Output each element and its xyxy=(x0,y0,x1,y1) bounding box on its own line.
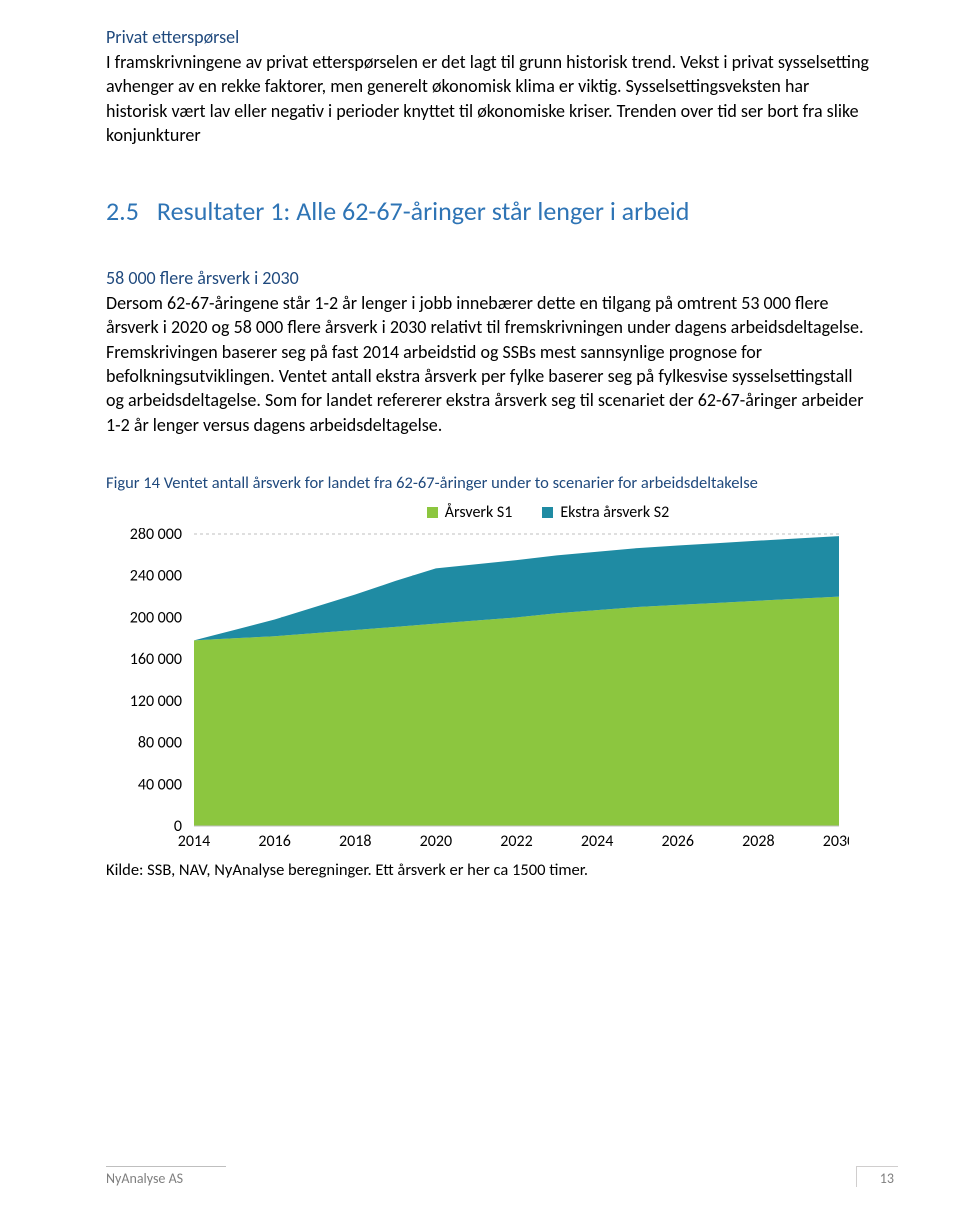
footer-page-number: 13 xyxy=(856,1166,898,1187)
svg-text:80 000: 80 000 xyxy=(138,734,182,753)
svg-text:200 000: 200 000 xyxy=(130,608,182,627)
svg-text:40 000: 40 000 xyxy=(138,775,182,794)
legend-item: Årsverk S1 xyxy=(427,503,513,522)
svg-text:2022: 2022 xyxy=(500,832,532,851)
section2-number: 2.5 xyxy=(106,195,139,227)
legend-label: Ekstra årsverk S2 xyxy=(560,503,669,522)
legend-label: Årsverk S1 xyxy=(445,503,513,522)
chart-legend: Årsverk S1 Ekstra årsverk S2 xyxy=(222,503,874,522)
figure-source: Kilde: SSB, NAV, NyAnalyse beregninger. … xyxy=(106,860,874,880)
page-footer: NyAnalyse AS 13 xyxy=(106,1166,898,1187)
legend-swatch xyxy=(427,507,438,518)
svg-text:160 000: 160 000 xyxy=(130,650,182,669)
svg-text:2016: 2016 xyxy=(258,832,290,851)
svg-text:2030: 2030 xyxy=(823,832,849,851)
section1-body: I framskrivningene av privat etterspørse… xyxy=(106,50,874,147)
svg-text:2024: 2024 xyxy=(581,832,613,851)
section2-subheading: 58 000 flere årsverk i 2030 xyxy=(106,267,874,289)
svg-text:120 000: 120 000 xyxy=(130,692,182,711)
section1-heading: Privat etterspørsel xyxy=(106,26,874,48)
svg-text:2026: 2026 xyxy=(662,832,694,851)
legend-swatch xyxy=(542,507,553,518)
svg-text:2020: 2020 xyxy=(420,832,452,851)
svg-text:2028: 2028 xyxy=(742,832,774,851)
svg-text:280 000: 280 000 xyxy=(130,528,182,544)
svg-text:2014: 2014 xyxy=(178,832,210,851)
chart-container: Årsverk S1Ekstra årsverk S2 040 00080 00… xyxy=(112,503,874,854)
area-chart: 040 00080 000120 000160 000200 000240 00… xyxy=(112,528,849,854)
section2-body: Dersom 62-67-åringene står 1-2 år lenger… xyxy=(106,291,874,437)
footer-left: NyAnalyse AS xyxy=(106,1166,226,1187)
svg-text:240 000: 240 000 xyxy=(130,567,182,586)
section2-title-text: Resultater 1: Alle 62-67-åringer står le… xyxy=(157,195,690,227)
legend-item: Ekstra årsverk S2 xyxy=(542,503,669,522)
svg-text:2018: 2018 xyxy=(339,832,371,851)
section2-title: 2.5 Resultater 1: Alle 62-67-åringer stå… xyxy=(106,195,874,227)
figure-title: Figur 14 Ventet antall årsverk for lande… xyxy=(106,473,874,493)
